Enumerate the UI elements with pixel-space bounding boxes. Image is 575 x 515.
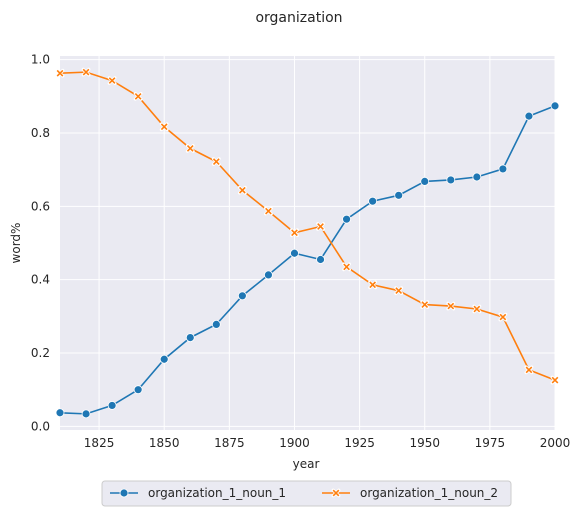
data-point (185, 144, 195, 153)
data-point (498, 312, 508, 322)
legend-label: organization_1_noun_1 (148, 486, 286, 500)
data-point (394, 286, 404, 296)
data-point (524, 365, 534, 375)
data-point (81, 67, 91, 77)
y-tick-label: 0.6 (31, 199, 50, 213)
marker-stroke (265, 207, 272, 215)
data-point (133, 91, 143, 101)
data-point (237, 291, 247, 301)
data-point (550, 101, 560, 111)
data-point (185, 333, 195, 343)
marker-stroke (473, 305, 481, 313)
marker-stroke (239, 186, 246, 194)
data-point (55, 68, 65, 78)
y-tick-label: 0.8 (31, 126, 50, 140)
x-tick-label: 1875 (214, 436, 245, 450)
marker-stroke (421, 301, 429, 308)
series-2 (55, 67, 560, 385)
legend-entry-2: organization_1_noun_2 (322, 486, 498, 500)
data-point (133, 385, 143, 395)
marker-stroke (186, 145, 194, 152)
series-group (55, 67, 560, 419)
legend-marker (119, 488, 129, 498)
data-point (211, 319, 221, 329)
data-point (237, 185, 247, 195)
data-point (211, 157, 221, 166)
x-ticks: 1825 1850 1875 1900 1925 1950 1975 2000 (84, 436, 570, 450)
marker-stroke (447, 302, 455, 310)
marker-stroke (525, 366, 533, 374)
y-ticks: 0.0 0.2 0.4 0.6 0.8 1.0 (31, 53, 50, 434)
data-point (446, 175, 456, 185)
x-tick-label: 1975 (475, 436, 506, 450)
data-point (342, 262, 351, 272)
y-tick-label: 0.2 (31, 346, 50, 360)
data-point (290, 248, 299, 258)
data-point (316, 255, 325, 264)
data-point (264, 206, 273, 216)
data-point (290, 228, 299, 238)
gridlines (60, 56, 556, 430)
marker-stroke (56, 69, 64, 77)
x-tick-label: 1950 (409, 436, 440, 450)
y-tick-label: 0.4 (31, 273, 50, 287)
data-point (498, 164, 508, 174)
x-axis-label: year (293, 457, 320, 471)
plot-area (60, 56, 555, 430)
marker-stroke (317, 223, 324, 230)
data-point (368, 196, 378, 206)
data-point (446, 301, 456, 311)
series-line (59, 71, 556, 381)
data-point (264, 270, 273, 280)
data-point (342, 214, 351, 224)
legend-entry-1: organization_1_noun_1 (110, 486, 286, 500)
data-point (472, 172, 482, 182)
data-point (55, 408, 65, 418)
marker-stroke (499, 313, 507, 321)
data-point (420, 300, 430, 309)
data-point (107, 76, 117, 85)
marker-stroke (395, 287, 403, 295)
legend-marker (331, 488, 341, 498)
marker-stroke (134, 92, 142, 100)
y-tick-label: 0.0 (31, 419, 50, 433)
legend-label: organization_1_noun_2 (360, 486, 498, 500)
y-axis-label: word% (9, 223, 23, 264)
marker-stroke (332, 489, 340, 497)
marker-stroke (108, 77, 116, 84)
marker-stroke (551, 376, 559, 384)
marker-stroke (212, 158, 220, 165)
data-point (550, 375, 560, 385)
data-point (81, 409, 91, 419)
marker-stroke (82, 68, 90, 76)
marker-stroke (343, 263, 350, 271)
data-point (420, 176, 430, 186)
data-point (368, 280, 378, 290)
data-point (316, 222, 325, 231)
x-tick-label: 1825 (84, 436, 115, 450)
data-point (394, 190, 404, 200)
marker-stroke (291, 229, 298, 237)
marker-stroke (369, 281, 376, 289)
x-tick-label: 1900 (279, 436, 310, 450)
data-point (472, 304, 482, 314)
data-point (107, 401, 117, 410)
chart-title: organization (255, 10, 342, 26)
series-1 (55, 101, 560, 419)
x-tick-label: 1850 (149, 436, 180, 450)
x-tick-label: 1925 (344, 436, 375, 450)
data-point (159, 122, 169, 132)
marker-stroke (160, 123, 168, 131)
data-point (524, 111, 534, 121)
data-point (159, 354, 169, 364)
x-tick-label: 2000 (540, 436, 571, 450)
legend: organization_1_noun_1 organization_1_noun… (101, 480, 512, 507)
y-tick-label: 1.0 (31, 53, 50, 67)
legend-box (101, 480, 512, 507)
